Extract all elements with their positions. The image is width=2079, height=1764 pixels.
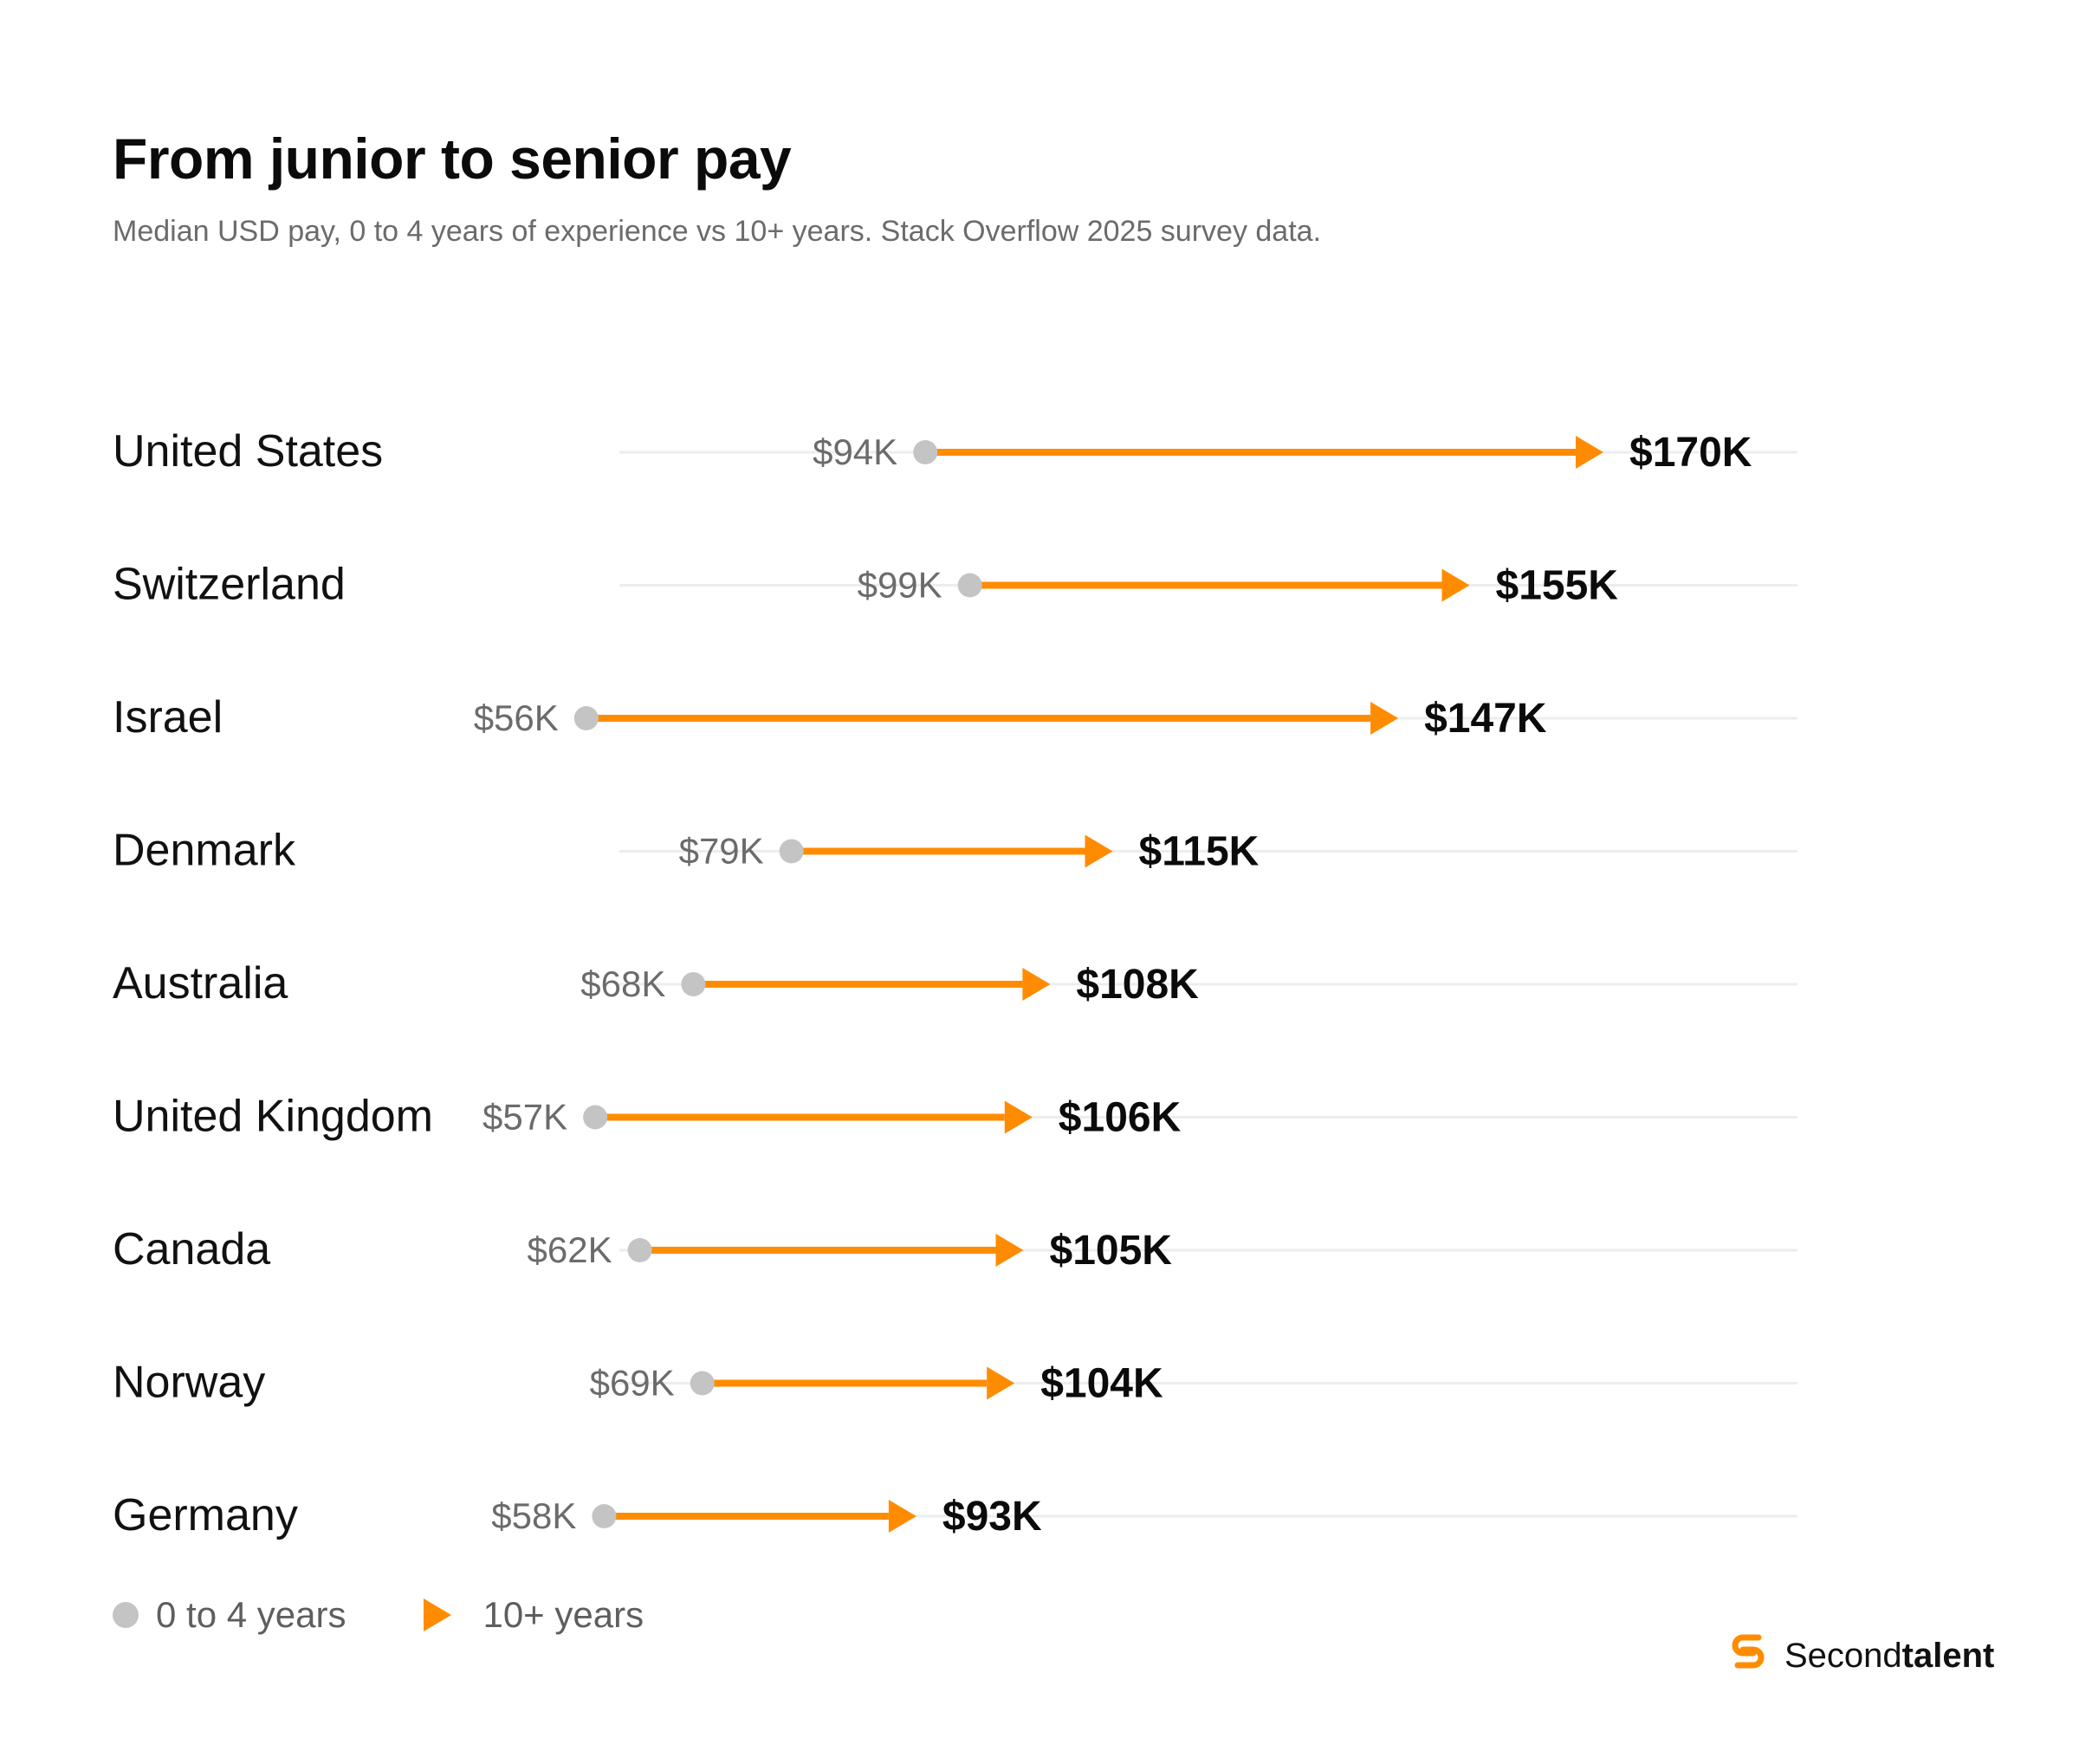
senior-arrow-germany [888, 1500, 916, 1533]
legend-label-junior: 0 to 4 years [156, 1594, 346, 1635]
country-label: United States [113, 426, 383, 477]
senior-arrow-norway [987, 1366, 1015, 1400]
country-label: Australia [113, 958, 288, 1008]
senior-arrow-united-states [1576, 436, 1603, 469]
secondtalent-logo-icon [1724, 1627, 1772, 1684]
senior-value-label: $170K [1629, 430, 1752, 476]
junior-dot-denmark [779, 839, 804, 864]
brand-name-bold: talent [1901, 1636, 1995, 1675]
junior-dot-switzerland [957, 573, 982, 598]
country-label: Denmark [113, 826, 296, 876]
country-label: Israel [113, 692, 223, 743]
legend-item-junior: 0 to 4 years [113, 1594, 346, 1636]
junior-value-label: $62K [528, 1229, 612, 1270]
senior-arrow-united-kingdom [1004, 1100, 1033, 1134]
junior-dot-united-states [913, 440, 938, 464]
chart-title: From junior to senior pay [113, 126, 792, 191]
junior-dot-australia [681, 972, 706, 996]
junior-value-label: $58K [491, 1495, 576, 1536]
junior-dot-germany [592, 1504, 617, 1528]
chart-subtitle: Median USD pay, 0 to 4 years of experien… [113, 215, 1322, 248]
brand: Second talent [1724, 1627, 1994, 1684]
junior-dot-norway [690, 1371, 715, 1396]
junior-value-label: $79K [679, 831, 764, 872]
country-label: Germany [113, 1490, 298, 1540]
senior-arrow-australia [1022, 968, 1051, 1001]
senior-value-label: $115K [1139, 829, 1260, 875]
senior-value-label: $104K [1040, 1361, 1163, 1407]
brand-name-regular: Second [1784, 1636, 1902, 1675]
junior-value-label: $99K [858, 565, 942, 606]
junior-value-label: $56K [474, 697, 559, 738]
senior-value-label: $147K [1424, 696, 1547, 742]
junior-dot-icon [113, 1602, 139, 1628]
junior-dot-united-kingdom [583, 1105, 608, 1130]
legend-label-senior: 10+ years [483, 1594, 644, 1635]
junior-value-label: $68K [580, 963, 665, 1004]
country-label: Switzerland [113, 560, 346, 610]
senior-arrow-denmark [1085, 834, 1113, 868]
junior-value-label: $57K [483, 1097, 567, 1138]
country-label: Norway [113, 1358, 265, 1408]
senior-value-label: $155K [1496, 563, 1619, 609]
senior-arrow-icon [424, 1599, 452, 1631]
country-label: Canada [113, 1224, 270, 1274]
junior-dot-israel [573, 706, 599, 730]
senior-value-label: $106K [1059, 1095, 1182, 1141]
senior-arrow-switzerland [1441, 568, 1470, 602]
country-label: United Kingdom [113, 1092, 433, 1142]
junior-value-label: $94K [813, 431, 897, 472]
legend-item-senior: 10+ years [424, 1594, 644, 1636]
junior-dot-canada [627, 1238, 652, 1262]
junior-value-label: $69K [590, 1363, 675, 1404]
senior-value-label: $93K [942, 1494, 1042, 1540]
senior-arrow-israel [1370, 702, 1399, 735]
senior-arrow-canada [995, 1234, 1024, 1267]
senior-value-label: $108K [1076, 962, 1199, 1008]
senior-value-label: $105K [1050, 1228, 1173, 1274]
legend: 0 to 4 years 10+ years [113, 1594, 722, 1636]
